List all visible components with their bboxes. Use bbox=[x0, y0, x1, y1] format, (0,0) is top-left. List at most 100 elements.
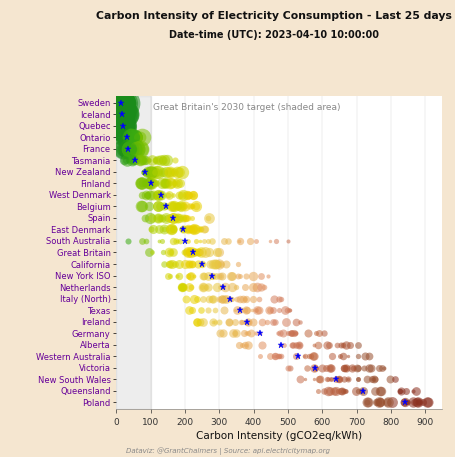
Point bbox=[234, 237, 242, 244]
Point bbox=[199, 318, 207, 325]
Point bbox=[319, 329, 327, 337]
Point bbox=[330, 387, 337, 394]
Point bbox=[156, 214, 163, 222]
Point bbox=[122, 145, 129, 153]
Point bbox=[223, 237, 231, 244]
Point bbox=[175, 191, 182, 199]
Point bbox=[124, 145, 131, 153]
Point bbox=[327, 376, 334, 383]
Point bbox=[114, 122, 121, 129]
Point bbox=[307, 352, 314, 360]
Point bbox=[152, 157, 159, 164]
Point bbox=[180, 249, 187, 256]
Point bbox=[154, 157, 161, 164]
Point bbox=[125, 134, 132, 141]
Point bbox=[410, 399, 417, 406]
Point bbox=[252, 306, 259, 314]
Point bbox=[185, 260, 192, 268]
Point bbox=[258, 318, 265, 325]
Point bbox=[259, 283, 267, 291]
Point bbox=[386, 376, 393, 383]
Point bbox=[169, 249, 176, 256]
Point bbox=[366, 364, 374, 371]
Point bbox=[176, 180, 183, 187]
Point bbox=[129, 157, 136, 164]
Point bbox=[287, 329, 294, 337]
Point bbox=[138, 191, 146, 199]
Point bbox=[114, 111, 121, 118]
Point bbox=[225, 318, 233, 325]
Point bbox=[160, 157, 167, 164]
Point bbox=[238, 341, 245, 348]
Point bbox=[124, 145, 131, 153]
Point bbox=[169, 214, 176, 222]
Point bbox=[131, 134, 138, 141]
Point bbox=[120, 99, 127, 106]
Point bbox=[277, 352, 284, 360]
Point bbox=[375, 399, 382, 406]
Point bbox=[337, 387, 344, 394]
Point bbox=[395, 387, 403, 394]
Point bbox=[231, 306, 238, 314]
Point bbox=[115, 122, 122, 129]
Point bbox=[190, 226, 197, 233]
Point bbox=[172, 180, 179, 187]
Point bbox=[147, 180, 154, 187]
Point bbox=[322, 364, 329, 371]
Point bbox=[204, 237, 212, 244]
Point bbox=[130, 134, 137, 141]
Point bbox=[125, 134, 132, 141]
Point bbox=[177, 191, 185, 199]
Point bbox=[224, 318, 232, 325]
Point bbox=[166, 180, 173, 187]
Point bbox=[354, 376, 361, 383]
Point bbox=[115, 122, 122, 129]
Point bbox=[181, 203, 188, 210]
Point bbox=[128, 157, 136, 164]
Point bbox=[133, 157, 141, 164]
Point bbox=[400, 399, 407, 406]
Point bbox=[142, 191, 149, 199]
Point bbox=[118, 111, 126, 118]
Point bbox=[252, 329, 259, 337]
Point bbox=[172, 157, 179, 164]
Point bbox=[218, 272, 226, 279]
Point bbox=[249, 318, 256, 325]
Point bbox=[121, 111, 129, 118]
Point bbox=[344, 376, 351, 383]
Point bbox=[242, 341, 249, 348]
Point bbox=[166, 249, 173, 256]
Point bbox=[145, 168, 152, 175]
Point bbox=[138, 180, 146, 187]
Point bbox=[136, 157, 143, 164]
Point bbox=[154, 214, 162, 222]
Point bbox=[167, 260, 174, 268]
Point bbox=[168, 203, 176, 210]
Point bbox=[179, 214, 186, 222]
Point bbox=[139, 168, 146, 175]
Point bbox=[182, 214, 189, 222]
Point bbox=[399, 399, 407, 406]
Point bbox=[152, 191, 159, 199]
Point bbox=[155, 237, 162, 244]
Point bbox=[123, 157, 131, 164]
Point bbox=[292, 329, 299, 337]
Point bbox=[196, 249, 203, 256]
Point bbox=[228, 283, 235, 291]
Point bbox=[152, 168, 159, 175]
Point bbox=[315, 376, 323, 383]
Point bbox=[199, 295, 206, 302]
Point bbox=[341, 341, 349, 348]
Point bbox=[186, 249, 193, 256]
Point bbox=[255, 295, 262, 302]
Point bbox=[122, 145, 129, 153]
Point bbox=[118, 122, 126, 129]
Point bbox=[115, 122, 122, 129]
Point bbox=[131, 145, 138, 153]
Point bbox=[118, 99, 125, 106]
Point bbox=[256, 352, 263, 360]
Point bbox=[263, 318, 270, 325]
Point bbox=[189, 191, 197, 199]
Point bbox=[360, 352, 368, 360]
Point bbox=[166, 260, 173, 268]
